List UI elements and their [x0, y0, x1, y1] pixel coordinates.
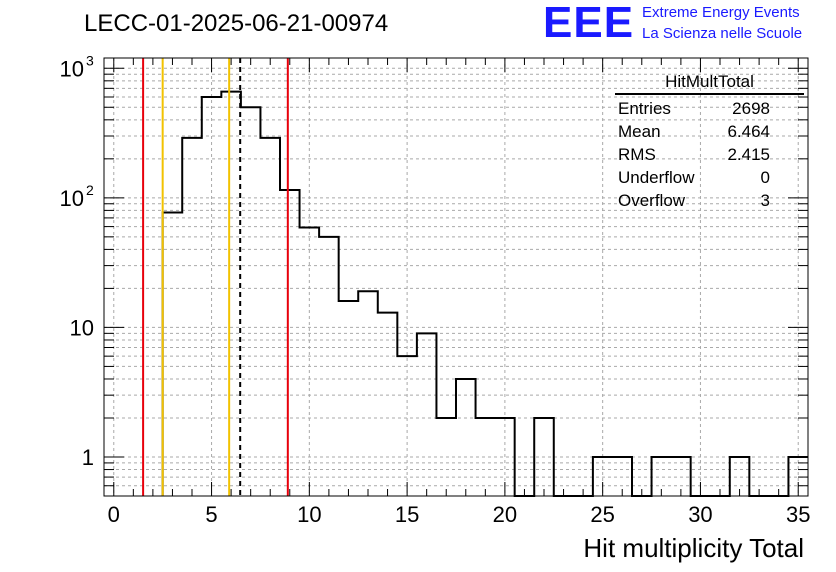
histogram-bin [241, 107, 261, 496]
histogram-bin [339, 301, 359, 496]
histogram-bin [202, 97, 222, 496]
x-tick-label: 35 [786, 502, 810, 527]
histogram-bin [436, 418, 456, 496]
histogram-bin [182, 138, 202, 496]
histogram-bin [300, 228, 320, 496]
stats-value: 2698 [732, 99, 770, 118]
x-tick-label: 25 [590, 502, 614, 527]
stats-value: 2.415 [727, 145, 770, 164]
histogram-bin [319, 237, 339, 496]
x-tick-label: 20 [493, 502, 517, 527]
x-tick-label: 0 [108, 502, 120, 527]
histogram-bin [260, 138, 280, 496]
x-tick-label: 10 [297, 502, 321, 527]
histogram-bin [456, 379, 476, 496]
stats-label: Mean [618, 122, 661, 141]
x-tick-label: 5 [205, 502, 217, 527]
histogram-bin [163, 213, 183, 496]
grid-layer [104, 58, 808, 497]
x-tick-label: 30 [688, 502, 712, 527]
stats-title: HitMultTotal [615, 72, 804, 95]
marker-lines-layer [142, 58, 289, 496]
y-tick-exponent: 2 [86, 182, 94, 198]
eee-logo-mark: EEE [543, 0, 635, 47]
run-title: LECC-01-2025-06-21-00974 [84, 10, 389, 37]
y-tick-label: 1 [82, 445, 94, 470]
histogram-bin [358, 291, 378, 496]
stats-label: Overflow [618, 191, 686, 210]
stats-value: 6.464 [727, 122, 770, 141]
histogram-bin [534, 418, 554, 496]
stats-row-mean: Mean 6.464 [611, 120, 808, 143]
stats-row-overflow: Overflow 3 [611, 189, 808, 212]
eee-logo: EEE Extreme Energy Events La Scienza nel… [543, 0, 802, 46]
stats-label: Underflow [618, 168, 695, 187]
logo-line-1: Extreme Energy Events [642, 4, 800, 21]
eee-logo-text: Extreme Energy Events La Scienza nelle S… [642, 2, 802, 44]
stats-row-entries: Entries 2698 [611, 97, 808, 120]
histogram-bin [378, 313, 398, 496]
stats-box: HitMultTotal Entries 2698 Mean 6.464 RMS… [611, 72, 808, 212]
stats-value: 3 [760, 191, 770, 210]
stats-row-rms: RMS 2.415 [611, 143, 808, 166]
stats-label: Entries [618, 99, 671, 118]
histogram-outline [161, 90, 808, 497]
y-tick-label: 10 [60, 186, 84, 211]
y-tick-label: 10 [60, 56, 84, 81]
histogram-bin [397, 356, 417, 496]
plot-frame [103, 57, 809, 497]
stats-label: RMS [618, 145, 656, 164]
stats-value: 0 [760, 168, 770, 187]
histogram-bin [476, 418, 496, 496]
histogram-bin [221, 92, 241, 496]
stats-row-underflow: Underflow 0 [611, 166, 808, 189]
x-axis-label: Hit multiplicity Total [583, 533, 804, 563]
logo-line-2: La Scienza nelle Scuole [642, 25, 803, 42]
histogram-layer [161, 90, 808, 497]
histogram-bin [280, 190, 300, 496]
y-tick-label: 10 [70, 315, 94, 340]
y-tick-exponent: 3 [86, 52, 94, 68]
x-tick-label: 15 [395, 502, 419, 527]
histogram-bin [417, 333, 437, 496]
